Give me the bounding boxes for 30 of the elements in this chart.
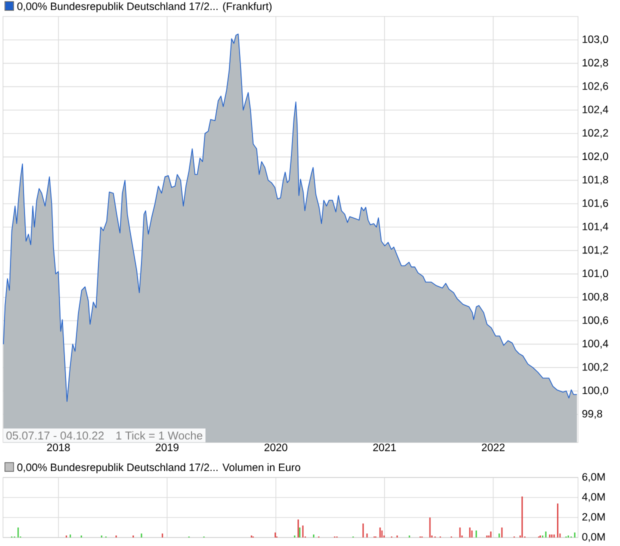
x-tick-label: 2020 [264,443,288,451]
y-tick-label: 100,0 [582,386,608,396]
annotation: 05.07.17 - 04.10.22 [6,431,104,440]
y-tick-label: 102,4 [582,105,608,114]
y-tick-label: 100,6 [582,316,608,325]
y-tick-label: 102,2 [582,128,608,138]
y-tick-label: 0,0M [582,532,605,542]
x-tick-label: 2018 [47,443,70,451]
y-tick-label: 101,2 [582,246,608,255]
y-tick-label: 100,8 [582,292,608,302]
y-tick-label: 101,4 [582,222,608,232]
y-tick-label: 100,2 [582,362,608,372]
y-tick-label: 102,6 [582,82,608,91]
x-tick-label: 2022 [482,443,505,451]
x-tick-label: 2021 [373,443,396,451]
y-tick-label: 101,6 [582,199,608,208]
y-tick-label: 4,0M [582,492,605,502]
y-tick-label: 103,0 [582,35,608,44]
legend-label: 0,00% Bundesrepublik Deutschland 17/2... (Frankfurt) [17,2,272,12]
y-tick-label: 101,8 [582,176,608,184]
y-tick-label: 2,0M [582,512,605,522]
y-tick-label: 102,0 [582,152,608,162]
annotation: 1 Tick = 1 Woche [116,430,202,440]
text: 0,00% Bundesrepublik Deutschland 17/2... Volumen in Euro [17,463,300,473]
y-tick-label: 99,8 [582,410,602,419]
y-tick-label: 6,0M [582,472,605,482]
y-tick-label: 101,0 [582,269,608,278]
y-tick-label: 102,8 [582,58,608,68]
x-tick-label: 2019 [156,443,178,451]
y-tick-label: 100,4 [582,340,608,348]
